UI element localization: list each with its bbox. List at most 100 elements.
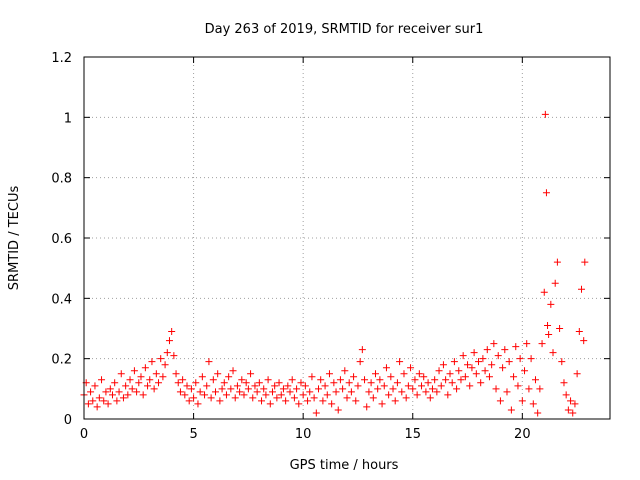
data-point — [325, 370, 333, 378]
data-point — [198, 373, 206, 381]
data-point — [485, 373, 493, 381]
data-point — [457, 376, 465, 384]
data-point — [580, 337, 588, 345]
data-point — [339, 385, 347, 393]
data-point — [133, 388, 141, 396]
data-point — [266, 400, 274, 408]
data-point — [363, 403, 371, 411]
data-point — [387, 373, 395, 381]
data-point — [84, 400, 92, 408]
data-point — [268, 388, 276, 396]
data-point — [428, 385, 436, 393]
data-point — [155, 379, 163, 387]
data-point — [130, 367, 138, 375]
data-point — [435, 367, 443, 375]
data-point — [231, 394, 239, 402]
data-point — [424, 379, 432, 387]
data-point — [163, 349, 171, 357]
data-point — [336, 376, 344, 384]
data-point — [124, 391, 132, 399]
y-tick-label: 0.6 — [51, 232, 72, 247]
data-point — [431, 376, 439, 384]
data-point — [400, 370, 408, 378]
data-point — [439, 361, 447, 369]
x-tick-label: 5 — [189, 427, 197, 442]
data-point — [499, 364, 507, 372]
data-point — [260, 385, 268, 393]
data-point — [541, 110, 549, 118]
data-point — [529, 400, 537, 408]
data-point — [284, 382, 292, 390]
data-point — [98, 376, 106, 384]
data-point — [345, 379, 353, 387]
data-point — [282, 397, 290, 405]
data-point — [470, 349, 478, 357]
data-point — [308, 373, 316, 381]
data-point — [481, 367, 489, 375]
data-point — [176, 388, 184, 396]
data-point — [128, 385, 136, 393]
data-point — [135, 379, 143, 387]
data-point — [183, 382, 191, 390]
data-point — [510, 373, 518, 381]
data-point — [150, 385, 158, 393]
data-point — [420, 373, 428, 381]
data-point — [196, 388, 204, 396]
data-point — [409, 385, 417, 393]
data-point — [157, 355, 165, 363]
data-point — [144, 382, 152, 390]
data-point — [312, 409, 320, 417]
data-point — [549, 349, 557, 357]
data-point — [567, 397, 575, 405]
data-point — [411, 376, 419, 384]
data-point — [207, 394, 215, 402]
data-point — [415, 370, 423, 378]
data-point — [551, 279, 559, 287]
data-point — [255, 379, 263, 387]
data-point — [385, 391, 393, 399]
data-point — [139, 391, 147, 399]
data-point — [251, 382, 259, 390]
data-point — [244, 385, 252, 393]
data-point — [122, 382, 130, 390]
data-point — [479, 355, 487, 363]
data-point — [214, 370, 222, 378]
data-point — [161, 361, 169, 369]
data-point — [290, 394, 298, 402]
data-point — [295, 400, 303, 408]
data-point — [396, 358, 404, 366]
data-point — [354, 382, 362, 390]
data-point — [126, 376, 134, 384]
data-point — [501, 346, 509, 354]
data-point — [488, 361, 496, 369]
data-point — [225, 373, 233, 381]
data-point — [87, 388, 95, 396]
data-point — [93, 403, 101, 411]
data-point — [442, 376, 450, 384]
data-point — [111, 379, 119, 387]
data-point — [507, 406, 515, 414]
data-point — [332, 388, 340, 396]
x-tick-label: 0 — [80, 427, 88, 442]
data-point — [108, 391, 116, 399]
data-point — [343, 394, 351, 402]
data-point — [560, 379, 568, 387]
data-point — [253, 388, 261, 396]
data-point — [540, 288, 548, 296]
y-tick-label: 0.8 — [51, 172, 72, 187]
data-point — [317, 376, 325, 384]
data-point — [531, 376, 539, 384]
data-point — [222, 391, 230, 399]
data-point — [220, 379, 228, 387]
data-point — [503, 388, 511, 396]
data-point — [216, 397, 224, 405]
data-point — [448, 379, 456, 387]
data-point — [91, 382, 99, 390]
data-point — [494, 352, 502, 360]
data-point — [437, 382, 445, 390]
data-point — [185, 397, 193, 405]
data-point — [490, 340, 498, 348]
data-point — [402, 394, 410, 402]
data-point — [367, 379, 375, 387]
data-point — [356, 358, 364, 366]
